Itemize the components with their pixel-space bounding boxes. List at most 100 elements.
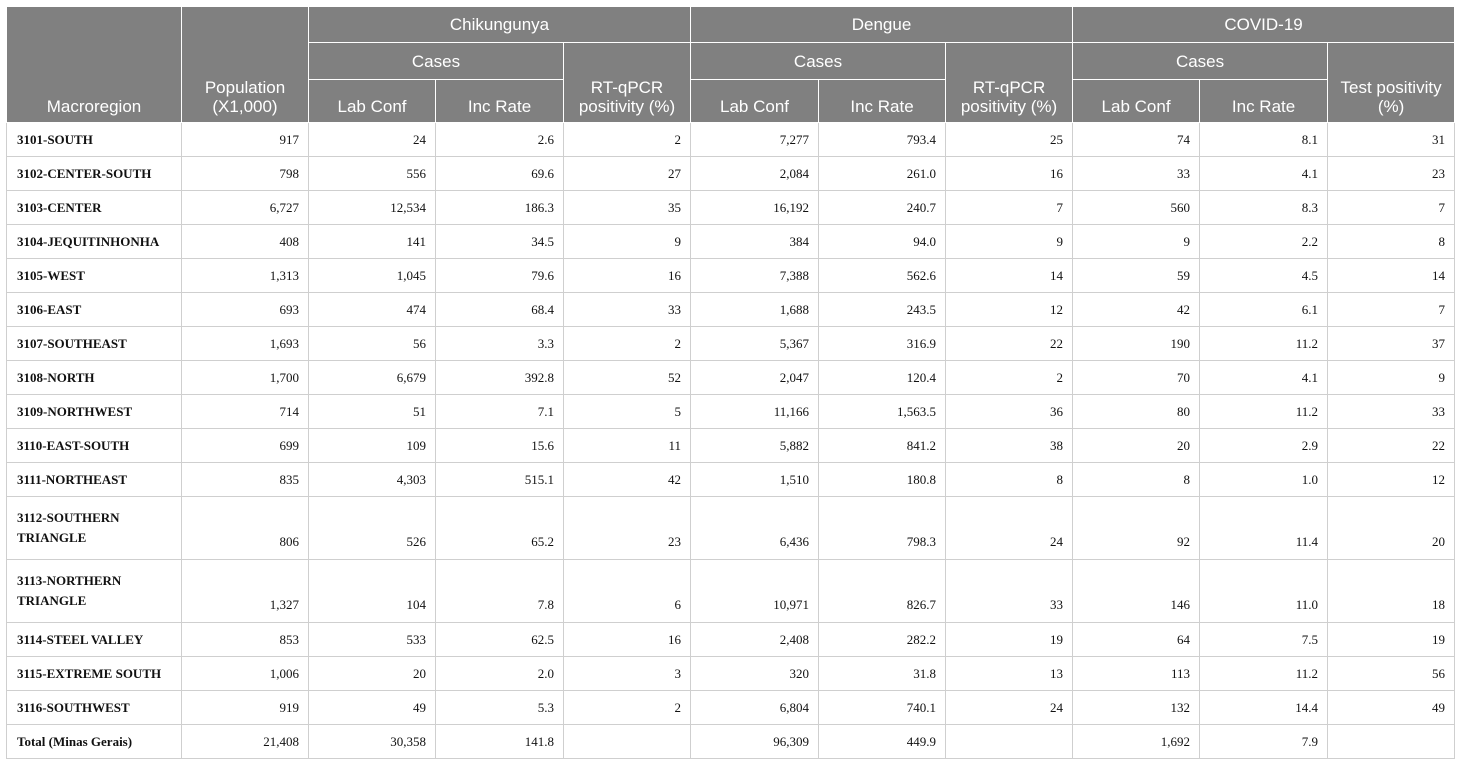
cell-dengue-inc-rate: 282.2: [818, 622, 947, 657]
table-row: 3104-JEQUITINHONHA 408 141 34.5 9 384 94.0 9 9 2.…: [6, 224, 1456, 259]
cell-dengue-inc-rate: 31.8: [818, 656, 947, 691]
cell-dengue-lab-conf: 5,882: [690, 428, 820, 463]
cell-dengue-positivity: 19: [945, 622, 1074, 657]
cell-dengue-positivity: 9: [945, 224, 1074, 259]
cell-chik-positivity: 52: [562, 360, 692, 395]
cell-dengue-positivity: 25: [945, 122, 1074, 157]
cell-chik-inc-rate: 5.3: [435, 690, 564, 725]
cell-covid-positivity: 56: [1327, 656, 1456, 691]
cell-dengue-lab-conf: 11,166: [690, 394, 820, 429]
cell-population: 21,408: [181, 724, 309, 759]
cell-covid-lab-conf: 42: [1072, 292, 1201, 327]
table-row: 3106-EAST 693 474 68.4 33 1,688 243.5 12 42 6.1 7: [6, 292, 1456, 327]
cell-region: 3108-NORTH: [6, 360, 182, 395]
cell-covid-inc-rate: 6.1: [1199, 292, 1329, 327]
cell-chik-inc-rate: 65.2: [435, 496, 564, 560]
cell-dengue-inc-rate: 316.9: [818, 326, 947, 361]
cell-covid-inc-rate: 11.4: [1199, 496, 1329, 560]
cell-covid-inc-rate: 8.1: [1199, 122, 1329, 157]
cell-chik-lab-conf: 4,303: [308, 462, 436, 497]
cell-chik-positivity: 2: [562, 122, 692, 157]
cell-chik-inc-rate: 2.0: [435, 656, 564, 691]
cell-population: 693: [181, 292, 309, 327]
cell-dengue-inc-rate: 180.8: [818, 462, 947, 497]
cell-dengue-positivity: 8: [945, 462, 1074, 497]
cell-population: 1,700: [181, 360, 309, 395]
cell-dengue-lab-conf: 16,192: [690, 190, 820, 225]
cell-chik-lab-conf: 6,679: [308, 360, 436, 395]
cell-covid-inc-rate: 14.4: [1199, 690, 1329, 725]
cell-covid-lab-conf: 132: [1072, 690, 1201, 725]
cell-chik-inc-rate: 79.6: [435, 258, 564, 293]
cell-dengue-inc-rate: 740.1: [818, 690, 947, 725]
cell-dengue-lab-conf: 96,309: [690, 724, 820, 759]
header-group-chikungunya: Chikungunya: [307, 6, 692, 43]
cell-chik-lab-conf: 49: [308, 690, 436, 725]
cell-dengue-positivity: 24: [945, 496, 1074, 560]
cell-chik-lab-conf: 533: [308, 622, 436, 657]
cell-dengue-positivity: 7: [945, 190, 1074, 225]
cell-region: 3115-EXTREME SOUTH: [6, 656, 182, 691]
table-row: 3108-NORTH 1,700 6,679 392.8 52 2,047 120.4 2 70…: [6, 360, 1456, 395]
cell-population: 806: [181, 496, 309, 560]
cell-chik-lab-conf: 1,045: [308, 258, 436, 293]
header-group-dengue: Dengue: [690, 6, 1074, 43]
cell-covid-lab-conf: 146: [1072, 559, 1201, 623]
cell-region: 3109-NORTHWEST: [6, 394, 182, 429]
header-dengue-inc-rate: Inc Rate: [818, 79, 947, 123]
cell-region: 3112-SOUTHERN TRIANGLE: [6, 496, 182, 560]
cell-dengue-positivity: 2: [945, 360, 1074, 395]
cell-region: 3110-EAST-SOUTH: [6, 428, 182, 463]
cell-covid-positivity: 14: [1327, 258, 1456, 293]
cell-chik-inc-rate: 15.6: [435, 428, 564, 463]
header-covid-inc-rate: Inc Rate: [1199, 79, 1329, 123]
cell-chik-positivity: 16: [562, 622, 692, 657]
cell-dengue-lab-conf: 1,688: [690, 292, 820, 327]
cell-covid-positivity: 49: [1327, 690, 1456, 725]
cell-dengue-lab-conf: 7,388: [690, 258, 820, 293]
cell-covid-lab-conf: 64: [1072, 622, 1201, 657]
total-row: Total (Minas Gerais) 21,408 30,358 141.8 96,…: [6, 724, 1456, 759]
cell-chik-inc-rate: 62.5: [435, 622, 564, 657]
table-row: 3103-CENTER 6,727 12,534 186.3 35 16,192 240.7…: [6, 190, 1456, 225]
cell-population: 1,006: [181, 656, 309, 691]
cell-dengue-lab-conf: 320: [690, 656, 820, 691]
cell-chik-lab-conf: 56: [308, 326, 436, 361]
cell-dengue-lab-conf: 2,408: [690, 622, 820, 657]
cell-dengue-inc-rate: 449.9: [818, 724, 947, 759]
cell-region: 3105-WEST: [6, 258, 182, 293]
cell-region: 3104-JEQUITINHONHA: [6, 224, 182, 259]
cell-covid-inc-rate: 11.2: [1199, 326, 1329, 361]
cell-chik-positivity: 3: [562, 656, 692, 691]
header-chik-cases: Cases: [308, 42, 564, 80]
table-row: 3101-SOUTH 917 24 2.6 2 7,277 793.4 25 74 8.1 31: [6, 122, 1456, 157]
cell-chik-lab-conf: 141: [308, 224, 436, 259]
cell-population: 714: [181, 394, 309, 429]
table-row: 3116-SOUTHWEST 919 49 5.3 2 6,804 740.1 24 132 14…: [6, 690, 1456, 725]
cell-chik-inc-rate: 392.8: [435, 360, 564, 395]
cell-dengue-lab-conf: 10,971: [690, 559, 820, 623]
cell-covid-positivity: 23: [1327, 156, 1456, 191]
cell-covid-positivity: 12: [1327, 462, 1456, 497]
cell-population: 1,313: [181, 258, 309, 293]
cell-covid-lab-conf: 1,692: [1072, 724, 1201, 759]
table-row: 3105-WEST 1,313 1,045 79.6 16 7,388 562.6 14 59 4…: [6, 258, 1456, 293]
cell-population: 408: [181, 224, 309, 259]
cell-region: 3111-NORTHEAST: [6, 462, 182, 497]
cell-chik-positivity: 9: [562, 224, 692, 259]
cell-covid-positivity: 7: [1327, 190, 1456, 225]
table-header: Macroregion Population (X1,000) Chikungu…: [6, 6, 1456, 123]
cell-covid-positivity: 33: [1327, 394, 1456, 429]
cell-covid-lab-conf: 9: [1072, 224, 1201, 259]
cell-covid-inc-rate: 11.0: [1199, 559, 1329, 623]
header-covid-lab-conf: Lab Conf: [1072, 79, 1201, 123]
cell-dengue-inc-rate: 793.4: [818, 122, 947, 157]
cell-dengue-positivity: 14: [945, 258, 1074, 293]
cell-population: 853: [181, 622, 309, 657]
cell-dengue-positivity: 33: [945, 559, 1074, 623]
cell-chik-lab-conf: 474: [308, 292, 436, 327]
cell-dengue-inc-rate: 243.5: [818, 292, 947, 327]
cell-population: 1,693: [181, 326, 309, 361]
cell-chik-inc-rate: 68.4: [435, 292, 564, 327]
cell-chik-positivity: 16: [562, 258, 692, 293]
